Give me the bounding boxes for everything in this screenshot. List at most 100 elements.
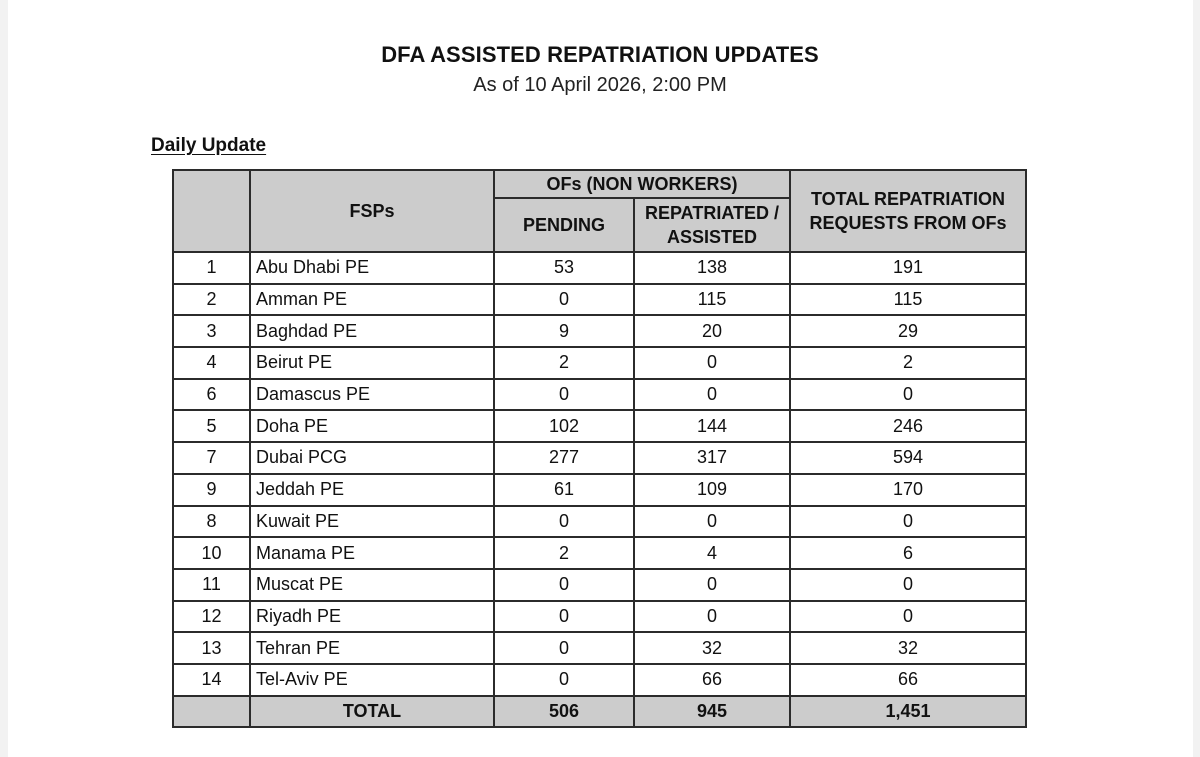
- total-requests: 1,451: [789, 694, 1027, 729]
- fsp-name: Dubai PCG: [249, 441, 495, 475]
- fsp-name: Kuwait PE: [249, 504, 495, 539]
- repatriation-table: FSPs OFs (NON WORKERS) TOTAL REPATRIATIO…: [172, 169, 1027, 729]
- repatriated-count: 20: [633, 314, 791, 349]
- total-count: 29: [789, 314, 1027, 349]
- repatriated-count: 115: [633, 282, 791, 317]
- pending-count: 0: [493, 504, 635, 539]
- total-row: TOTAL 506 945 1,451: [172, 694, 1027, 729]
- fsp-name: Abu Dhabi PE: [249, 251, 495, 285]
- header-no: [172, 169, 251, 253]
- repatriated-count: 317: [633, 441, 791, 475]
- row-number: 2: [172, 282, 251, 317]
- pending-count: 102: [493, 409, 635, 444]
- total-count: 0: [789, 599, 1027, 634]
- table-row: 14 Tel-Aviv PE 0 66 66: [172, 662, 1027, 697]
- pending-count: 9: [493, 314, 635, 349]
- fsp-name: Amman PE: [249, 282, 495, 317]
- fsp-name: Tehran PE: [249, 631, 495, 665]
- header-repatriated: REPATRIATED / ASSISTED: [633, 197, 791, 253]
- table-row: 10 Manama PE 2 4 6: [172, 536, 1027, 570]
- fsp-name: Tel-Aviv PE: [249, 662, 495, 697]
- repatriated-count: 0: [633, 504, 791, 539]
- repatriated-count: 4: [633, 536, 791, 570]
- table-row: 5 Doha PE 102 144 246: [172, 409, 1027, 444]
- total-count: 191: [789, 251, 1027, 285]
- fsp-name: Muscat PE: [249, 567, 495, 602]
- table-row: 13 Tehran PE 0 32 32: [172, 631, 1027, 665]
- pending-count: 2: [493, 346, 635, 380]
- row-number: 8: [172, 504, 251, 539]
- table-row: 8 Kuwait PE 0 0 0: [172, 504, 1027, 539]
- total-no: [172, 694, 251, 729]
- fsp-name: Baghdad PE: [249, 314, 495, 349]
- repatriated-count: 144: [633, 409, 791, 444]
- fsp-name: Jeddah PE: [249, 472, 495, 507]
- row-number: 13: [172, 631, 251, 665]
- table-row: 11 Muscat PE 0 0 0: [172, 567, 1027, 602]
- header-total-requests: TOTAL REPATRIATION REQUESTS FROM OFs: [789, 169, 1027, 253]
- total-count: 0: [789, 377, 1027, 412]
- total-count: 32: [789, 631, 1027, 665]
- table-row: 12 Riyadh PE 0 0 0: [172, 599, 1027, 634]
- row-number: 11: [172, 567, 251, 602]
- repatriated-count: 109: [633, 472, 791, 507]
- fsp-name: Damascus PE: [249, 377, 495, 412]
- total-count: 170: [789, 472, 1027, 507]
- table-row: 3 Baghdad PE 9 20 29: [172, 314, 1027, 349]
- total-count: 6: [789, 536, 1027, 570]
- total-count: 0: [789, 567, 1027, 602]
- row-number: 5: [172, 409, 251, 444]
- section-heading: Daily Update: [151, 135, 267, 156]
- pending-count: 0: [493, 377, 635, 412]
- row-number: 14: [172, 662, 251, 697]
- total-count: 594: [789, 441, 1027, 475]
- fsp-name: Manama PE: [249, 536, 495, 570]
- row-number: 10: [172, 536, 251, 570]
- total-label: TOTAL: [249, 694, 495, 729]
- repatriated-count: 0: [633, 599, 791, 634]
- fsp-name: Beirut PE: [249, 346, 495, 380]
- row-number: 7: [172, 441, 251, 475]
- header-fsps: FSPs: [249, 169, 495, 253]
- header-pending: PENDING: [493, 197, 635, 253]
- table-row: 9 Jeddah PE 61 109 170: [172, 472, 1027, 507]
- pending-count: 0: [493, 282, 635, 317]
- pending-count: 0: [493, 599, 635, 634]
- total-count: 2: [789, 346, 1027, 380]
- repatriated-count: 0: [633, 346, 791, 380]
- repatriated-count: 66: [633, 662, 791, 697]
- repatriated-count: 0: [633, 377, 791, 412]
- table-row: 2 Amman PE 0 115 115: [172, 282, 1027, 317]
- total-count: 66: [789, 662, 1027, 697]
- total-pending: 506: [493, 694, 635, 729]
- table-row: 4 Beirut PE 2 0 2: [172, 346, 1027, 380]
- document-subtitle: As of 10 April 2026, 2:00 PM: [473, 74, 727, 96]
- pending-count: 61: [493, 472, 635, 507]
- table-row: 7 Dubai PCG 277 317 594: [172, 441, 1027, 475]
- row-number: 1: [172, 251, 251, 285]
- pending-count: 0: [493, 567, 635, 602]
- pending-count: 277: [493, 441, 635, 475]
- total-count: 246: [789, 409, 1027, 444]
- total-repatriated: 945: [633, 694, 791, 729]
- pending-count: 0: [493, 662, 635, 697]
- repatriated-count: 138: [633, 251, 791, 285]
- table-row: 6 Damascus PE 0 0 0: [172, 377, 1027, 412]
- repatriated-count: 0: [633, 567, 791, 602]
- pending-count: 0: [493, 631, 635, 665]
- row-number: 9: [172, 472, 251, 507]
- table-row: 1 Abu Dhabi PE 53 138 191: [172, 251, 1027, 285]
- pending-count: 2: [493, 536, 635, 570]
- pending-count: 53: [493, 251, 635, 285]
- total-count: 115: [789, 282, 1027, 317]
- repatriated-count: 32: [633, 631, 791, 665]
- row-number: 3: [172, 314, 251, 349]
- row-number: 4: [172, 346, 251, 380]
- row-number: 12: [172, 599, 251, 634]
- row-number: 6: [172, 377, 251, 412]
- total-count: 0: [789, 504, 1027, 539]
- fsp-name: Riyadh PE: [249, 599, 495, 634]
- fsp-name: Doha PE: [249, 409, 495, 444]
- header-ofs-group: OFs (NON WORKERS): [493, 169, 791, 199]
- document-title: DFA ASSISTED REPATRIATION UPDATES: [381, 42, 819, 67]
